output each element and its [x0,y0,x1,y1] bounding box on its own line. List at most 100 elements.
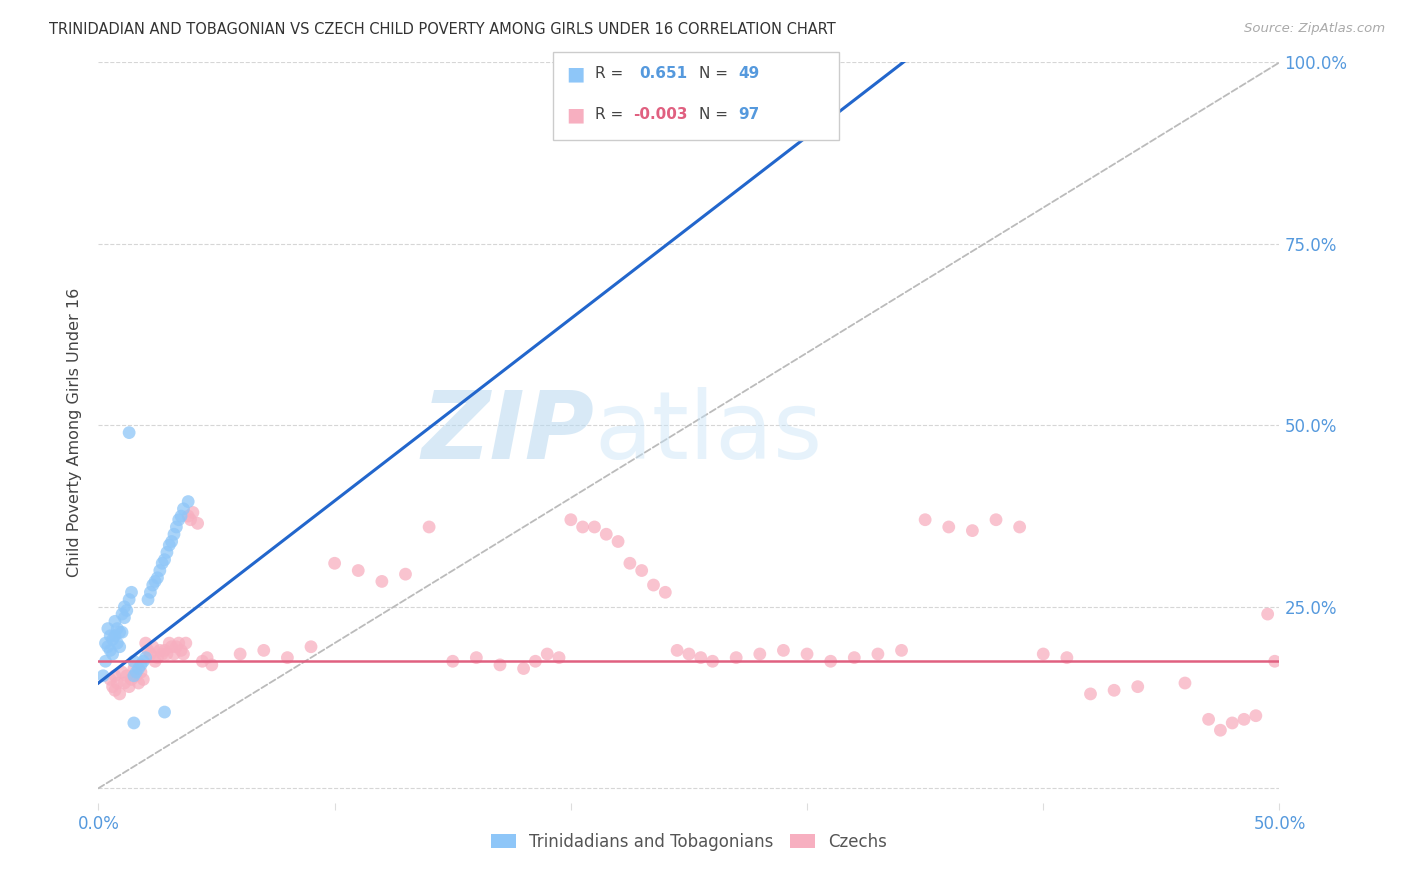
Point [112,611,135,625]
Point [844,650,866,665]
Point [347,564,370,578]
Text: 0.651: 0.651 [640,66,688,81]
Point [725,650,748,665]
Point [125,665,148,680]
Text: N =: N = [699,66,728,81]
Point [118,592,141,607]
Point [1008,520,1031,534]
Point [91,669,114,683]
Point [125,669,148,683]
Point [105,622,128,636]
Point [1264,654,1286,668]
Point [441,654,464,668]
Point [150,647,173,661]
Point [654,585,676,599]
Text: Source: ZipAtlas.com: Source: ZipAtlas.com [1244,22,1385,36]
Point [104,683,127,698]
Point [607,534,630,549]
Point [820,654,842,668]
Point [153,643,176,657]
Point [163,527,186,541]
Point [160,534,183,549]
Text: TRINIDADIAN AND TOBAGONIAN VS CZECH CHILD POVERTY AMONG GIRLS UNDER 16 CORRELATI: TRINIDADIAN AND TOBAGONIAN VS CZECH CHIL… [49,22,837,37]
Point [157,538,180,552]
Point [129,657,152,672]
Text: -0.003: -0.003 [633,107,688,122]
Point [104,669,127,683]
Point [98,643,121,657]
Text: R =: R = [595,66,623,81]
Point [560,513,582,527]
Point [94,654,117,668]
Point [136,592,159,607]
Point [984,513,1007,527]
Point [489,657,512,672]
Point [938,520,960,534]
Point [149,643,172,657]
Text: ■: ■ [567,64,585,83]
Point [160,640,183,654]
Point [512,661,534,675]
Point [890,643,912,657]
Point [165,640,187,654]
Point [128,661,150,675]
Point [153,552,176,566]
Point [1102,683,1125,698]
Point [115,603,138,617]
Point [122,654,145,668]
Text: ZIP: ZIP [422,386,595,479]
Point [98,673,121,687]
Point [643,578,665,592]
Point [772,643,794,657]
Point [112,676,135,690]
Point [201,657,224,672]
Text: ■: ■ [567,105,585,124]
Point [195,650,218,665]
Point [94,636,117,650]
Point [1244,708,1267,723]
Point [866,647,889,661]
Point [108,640,131,654]
Point [146,571,169,585]
Point [146,650,169,665]
Point [583,520,606,534]
Point [122,715,145,730]
Point [276,650,298,665]
Point [122,669,145,683]
Point [253,643,276,657]
Point [1174,676,1197,690]
Point [181,506,204,520]
Point [630,564,652,578]
Point [111,665,134,680]
Point [548,650,571,665]
Point [105,636,128,650]
Point [167,636,190,650]
Point [142,578,165,592]
Point [748,647,770,661]
Point [1257,607,1279,621]
Point [1126,680,1149,694]
Point [101,680,124,694]
Point [465,650,488,665]
Point [595,527,617,541]
Point [111,607,134,621]
Point [112,599,135,614]
Point [97,640,120,654]
Point [914,513,936,527]
Point [132,673,155,687]
Point [1080,687,1102,701]
Text: N =: N = [699,107,728,122]
Point [132,654,155,668]
Point [149,564,172,578]
Point [571,520,593,534]
Legend: Trinidadians and Tobagonians, Czechs: Trinidadians and Tobagonians, Czechs [484,826,894,857]
Point [163,647,186,661]
Point [165,520,187,534]
Point [157,636,180,650]
Point [118,680,141,694]
Point [118,425,141,440]
Point [129,665,152,680]
Point [121,673,143,687]
Point [122,661,145,675]
Point [177,494,200,508]
